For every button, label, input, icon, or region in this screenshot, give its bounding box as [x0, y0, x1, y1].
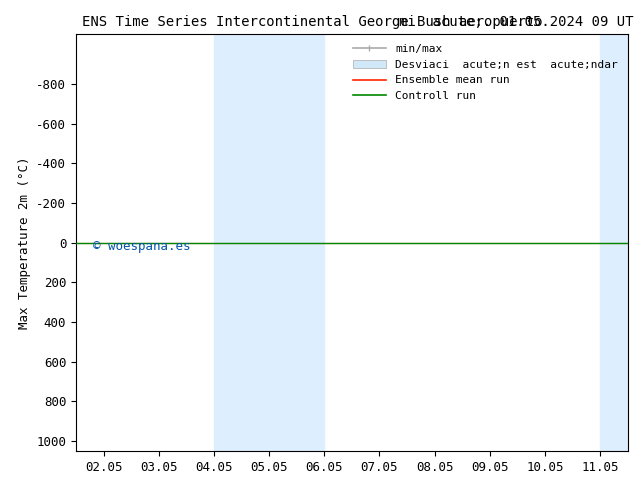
Bar	[214, 34, 324, 451]
Text: © woespana.es: © woespana.es	[93, 241, 190, 253]
Bar	[600, 34, 628, 451]
Text: ENS Time Series Intercontinental George Bush aeropuerto: ENS Time Series Intercontinental George …	[82, 15, 543, 29]
Legend: min/max, Desviaci  acute;n est  acute;ndar, Ensemble mean run, Controll run: min/max, Desviaci acute;n est acute;ndar…	[348, 40, 622, 105]
Y-axis label: Max Temperature 2m (°C): Max Temperature 2m (°C)	[18, 156, 31, 329]
Text: mi  acute;. 01.05.2024 09 UTC: mi acute;. 01.05.2024 09 UTC	[399, 15, 634, 29]
